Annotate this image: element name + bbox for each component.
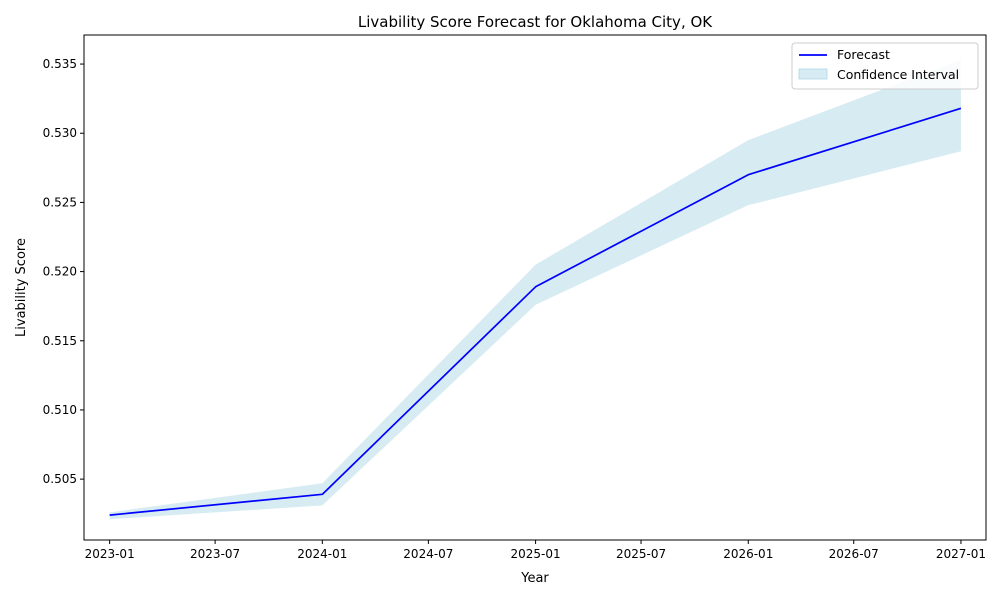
- y-tick-label: 0.510: [43, 403, 77, 417]
- chart-title: Livability Score Forecast for Oklahoma C…: [358, 13, 713, 31]
- x-tick-label: 2024-01: [297, 547, 347, 561]
- legend: Forecast Confidence Interval: [791, 42, 979, 90]
- legend-forecast-label: Forecast: [837, 47, 890, 62]
- plot-area-frame: [83, 34, 987, 541]
- y-tick-label: 0.515: [43, 334, 77, 348]
- y-axis: 0.505 0.510 0.515 0.520 0.525 0.530 0.535: [43, 57, 84, 486]
- x-tick-label: 2026-07: [829, 547, 879, 561]
- y-tick-label: 0.520: [43, 265, 77, 279]
- x-tick-label: 2025-01: [511, 547, 561, 561]
- legend-confidence-swatch: [798, 68, 828, 80]
- confidence-interval-layer: [109, 59, 961, 520]
- legend-box: [791, 42, 979, 90]
- y-axis-title: Livability Score: [14, 238, 29, 337]
- x-tick-label: 2025-07: [616, 547, 666, 561]
- x-tick-label: 2027-01: [936, 547, 986, 561]
- forecast-line-layer: [109, 107, 962, 516]
- x-tick-label: 2026-01: [723, 547, 773, 561]
- y-tick-label: 0.530: [43, 126, 77, 140]
- x-tick-label: 2023-01: [85, 547, 135, 561]
- y-tick-label: 0.525: [43, 195, 77, 209]
- confidence-interval-band: [109, 59, 961, 520]
- y-tick-label: 0.535: [43, 57, 77, 71]
- x-axis-title: Year: [520, 571, 549, 586]
- x-tick-label: 2023-07: [190, 547, 240, 561]
- x-tick-label: 2024-07: [403, 547, 453, 561]
- x-axis: 2023-01 2023-07 2024-01 2024-07 2025-01 2025-…: [85, 540, 986, 561]
- y-tick-label: 0.505: [43, 472, 77, 486]
- legend-confidence-label: Confidence Interval: [837, 67, 959, 82]
